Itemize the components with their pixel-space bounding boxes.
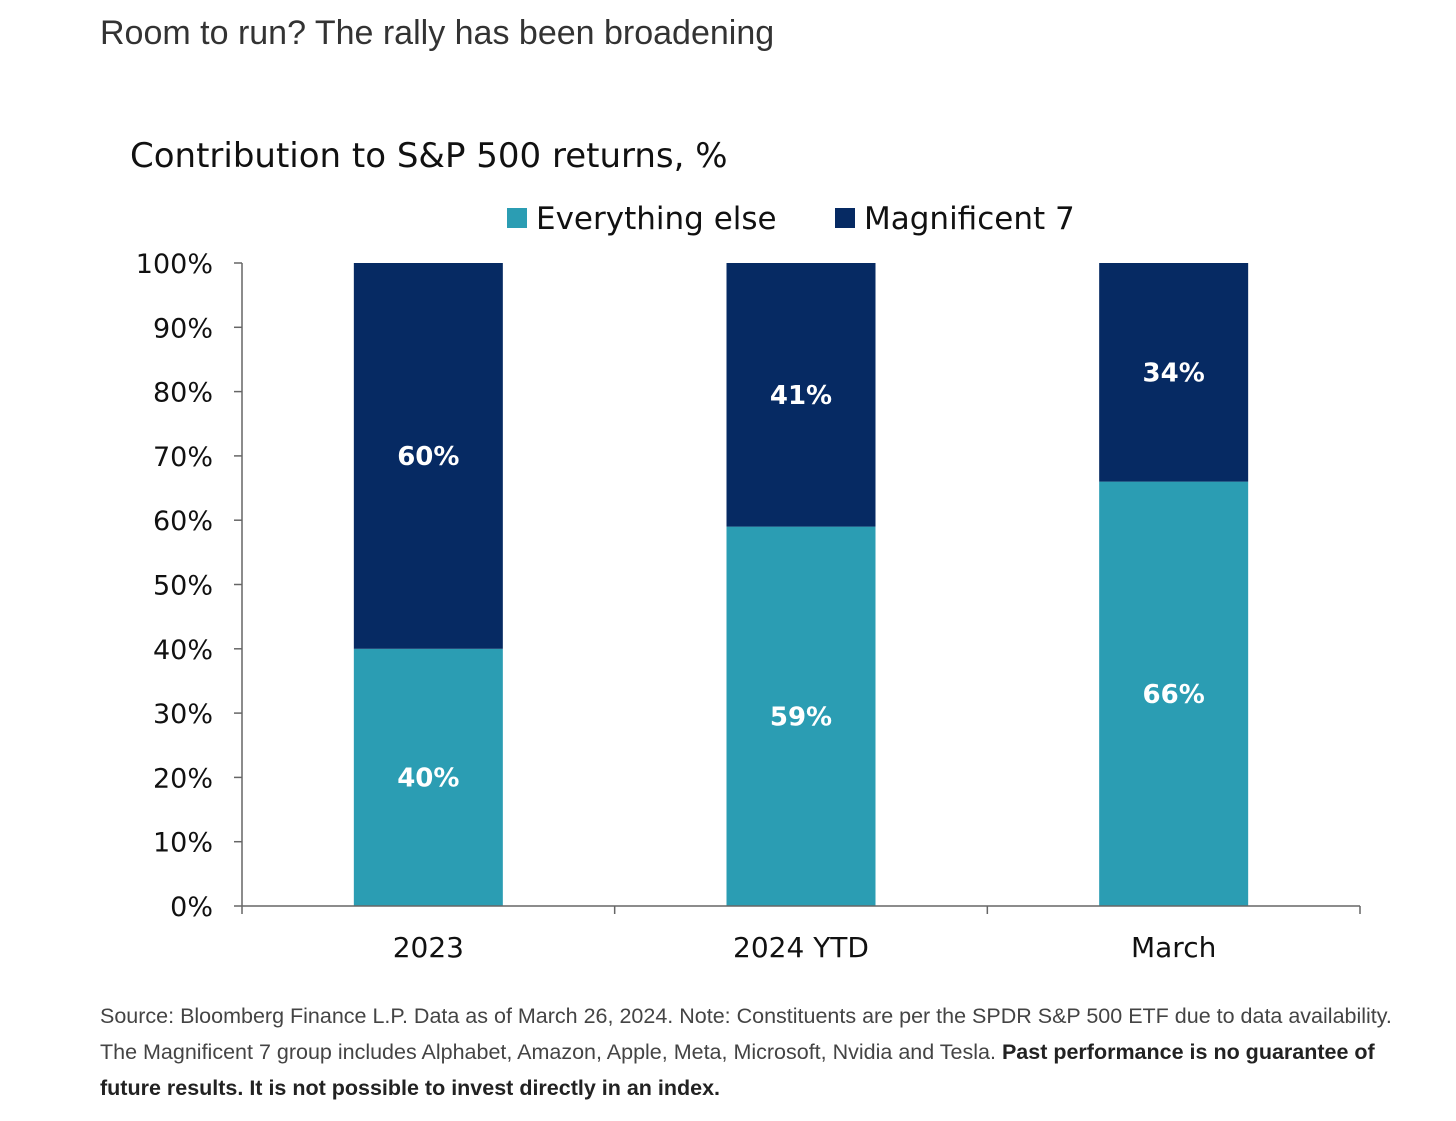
legend: Everything else Magnificent 7 xyxy=(507,201,1075,237)
x-tick-label: March xyxy=(1131,931,1216,964)
bar-magnificent-7-2023 xyxy=(353,263,503,649)
data-label-everything-else-2024-ytd: 59% xyxy=(770,702,832,732)
page-title: Room to run? The rally has been broadeni… xyxy=(100,14,775,52)
data-label-magnificent-7-2024-ytd: 41% xyxy=(770,381,832,411)
y-tick-label: 50% xyxy=(153,571,213,602)
legend-label-magnificent-7: Magnificent 7 xyxy=(864,201,1075,237)
data-labels: 40% 60% 59% 41% 66% 34% xyxy=(397,358,1205,793)
data-label-everything-else-2023: 40% xyxy=(397,763,459,793)
bar-everything-else-march xyxy=(1099,481,1249,906)
data-label-magnificent-7-2023: 60% xyxy=(397,442,459,472)
bar-everything-else-2024-ytd xyxy=(726,526,876,906)
y-tick-label: 10% xyxy=(153,828,213,859)
y-tick-label: 30% xyxy=(153,699,213,730)
y-tick-label: 70% xyxy=(153,442,213,473)
x-tick-label: 2023 xyxy=(393,931,464,964)
bars xyxy=(353,263,1249,906)
bar-everything-else-2023 xyxy=(353,648,503,906)
stacked-bar-chart: Contribution to S&P 500 returns, % Every… xyxy=(130,136,1361,964)
y-tick-label: 60% xyxy=(153,506,213,537)
y-tick-label: 100% xyxy=(136,249,213,280)
y-tick-label: 90% xyxy=(153,313,213,344)
data-label-magnificent-7-march: 34% xyxy=(1143,358,1205,388)
axes: 0% 10% 20% 30% 40% 50% 60% 70% 80% 90% 100% 2023 202… xyxy=(136,249,1361,964)
legend-swatch-everything-else xyxy=(507,208,527,228)
legend-swatch-magnificent-7 xyxy=(835,208,855,228)
y-tick-label: 80% xyxy=(153,378,213,409)
y-tick-label: 0% xyxy=(170,892,213,923)
footnote: Source: Bloomberg Finance L.P. Data as o… xyxy=(100,998,1400,1106)
footnote-disclaimer: Past performance is no guarantee of futu… xyxy=(100,1040,1375,1100)
data-label-everything-else-march: 66% xyxy=(1143,680,1205,710)
legend-label-everything-else: Everything else xyxy=(536,201,777,237)
x-tick-label: 2024 YTD xyxy=(733,931,869,964)
bar-magnificent-7-march xyxy=(1099,263,1249,482)
y-tick-label: 40% xyxy=(153,635,213,666)
y-tick-label: 20% xyxy=(153,763,213,794)
footnote-source: Source: Bloomberg Finance L.P. Data as o… xyxy=(100,1004,1392,1064)
chart-title: Contribution to S&P 500 returns, % xyxy=(130,136,728,176)
bar-magnificent-7-2024-ytd xyxy=(726,263,876,527)
